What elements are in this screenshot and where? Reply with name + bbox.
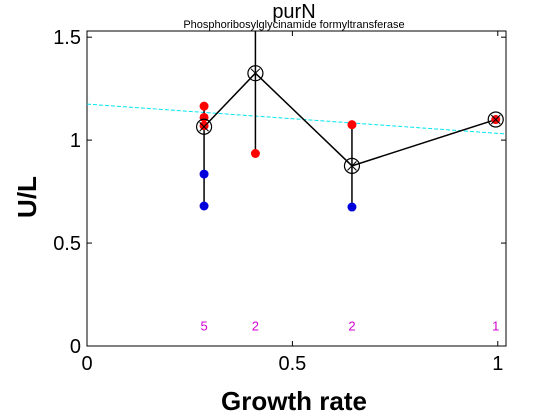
chart-subtitle: Phosphoribosylglycinamide formyltransfer… — [183, 19, 404, 31]
y-tick-label: 1.5 — [53, 27, 81, 49]
mean-marker — [487, 111, 504, 128]
mean-marker-layer — [195, 65, 504, 174]
count-label-layer: 5 2 2 1 — [200, 318, 499, 333]
mean-line-layer — [203, 72, 496, 167]
trend-line — [86, 103, 507, 135]
mean-marker-cross-b — [347, 160, 357, 171]
count-label: 5 — [200, 318, 207, 333]
y-tick-label: 0.5 — [53, 233, 81, 255]
mean-marker-circle — [487, 111, 504, 128]
mean-marker — [247, 65, 264, 82]
x-tick-label: 1 — [492, 353, 503, 375]
red-point — [347, 120, 357, 130]
blue-point — [199, 169, 209, 179]
blue-point — [347, 202, 357, 212]
red-point — [199, 121, 209, 131]
count-label: 1 — [492, 318, 499, 333]
plot-frame — [86, 30, 507, 347]
red-point — [199, 101, 209, 111]
count-label: 2 — [252, 318, 259, 333]
mean-marker-cross-b — [490, 114, 501, 125]
count-label: 2 — [348, 318, 355, 333]
y-axis-label: U/L — [12, 176, 42, 218]
mean-marker-circle — [195, 118, 213, 135]
mean-line — [203, 72, 496, 167]
trend-layer — [86, 103, 507, 135]
red-point — [250, 149, 260, 158]
mean-marker-cross-b — [250, 68, 261, 79]
x-tick-label: 0.5 — [278, 353, 306, 375]
chart-title: purN — [272, 1, 315, 23]
blue-point — [199, 201, 209, 211]
error-bar-layer — [203, 31, 353, 208]
mean-marker-circle — [247, 65, 264, 82]
y-tick-label: 1 — [70, 130, 81, 152]
mean-marker — [195, 118, 213, 135]
tick-layer: 0 0.5 1 0 0.5 1 1.5 — [53, 27, 506, 375]
mean-marker — [343, 157, 361, 174]
red-point — [199, 112, 209, 122]
y-tick-label: 0 — [70, 336, 81, 358]
x-axis-label: Growth rate — [221, 386, 367, 416]
x-tick-label: 0 — [81, 353, 92, 375]
mean-marker-cross-b — [199, 121, 209, 132]
plot-border — [86, 30, 507, 347]
point-layer — [199, 101, 501, 212]
mean-marker-circle — [343, 157, 361, 174]
